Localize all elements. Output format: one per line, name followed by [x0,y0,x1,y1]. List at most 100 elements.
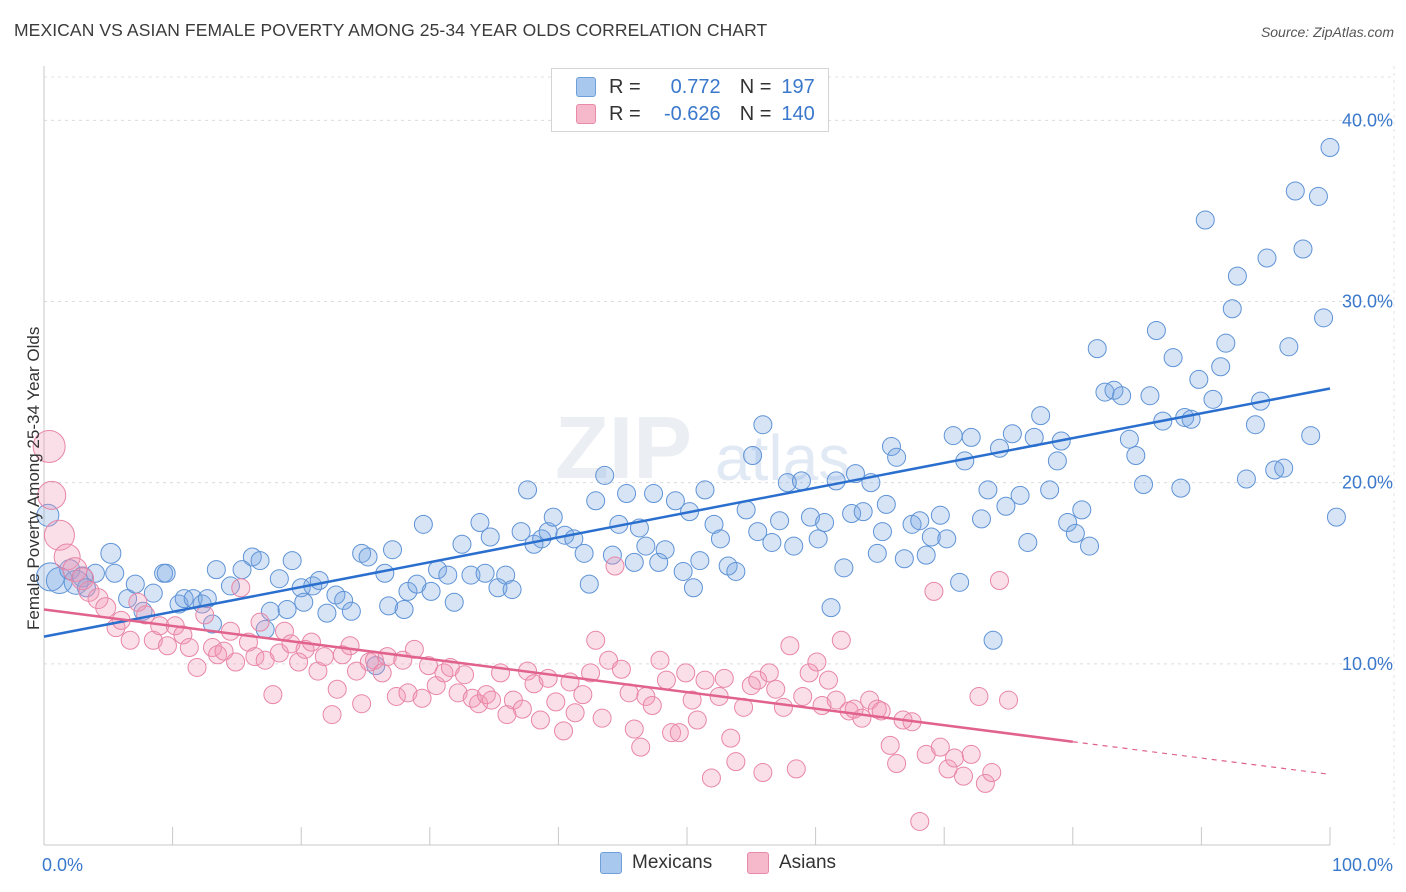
mexicans-point [574,543,594,563]
asians-point [695,670,715,690]
mexicans-trend-line [43,387,1331,638]
mexicans-point [143,583,163,603]
asians-point [226,652,246,672]
asians-point [372,663,392,683]
mexicans-point [710,529,730,549]
mexicans-point [673,561,693,581]
mexicans-point [1279,337,1299,357]
mexicans-point [665,491,685,511]
asians-point [682,690,702,710]
mexicans-point [125,574,145,594]
asians-point [793,686,813,706]
chart-title: MEXICAN VS ASIAN FEMALE POVERTY AMONG 25… [14,20,768,40]
asians-point [581,663,601,683]
mexicans-point [978,480,998,500]
asians-point [179,638,199,658]
mexicans-point [1126,446,1146,465]
asians-point [245,647,265,667]
asians-point [346,661,366,681]
correlation-legend: R = 0.772 N = 197 R = -0.626 N = 140 [551,68,829,132]
mexicans-point [379,596,399,616]
asians-point [352,694,372,714]
asians-point [799,663,819,683]
mexicans-point [595,465,615,485]
asians-points [32,429,1018,831]
asians-point [714,668,734,688]
mexicans-point [1112,386,1132,406]
asians-point [530,710,550,730]
legend-r-label: R = [609,102,641,125]
bottom-legend-label-mexicans: Mexicans [632,852,713,873]
mexicans-point [502,580,522,600]
mexicans-point [1320,138,1340,158]
mexicans-point [1040,480,1060,500]
mexicans-point [921,527,941,547]
asians-point [195,605,215,625]
mexicans-point [867,543,887,563]
asians-trend-line [43,608,1073,743]
asians-point [910,811,930,831]
mexicans-point [784,536,804,556]
mexicans-point [943,426,963,446]
asians-point [434,663,454,683]
mexicans-point [1087,339,1107,359]
mexicans-point [1189,369,1209,389]
mexicans-point [853,502,873,522]
asians-point [944,748,964,768]
mexicans-point [1134,474,1154,494]
mexicans-point [413,514,433,534]
asians-point [512,699,532,719]
asians-point [961,744,981,764]
mexicans-point [452,534,472,554]
mexicans-point [1072,500,1092,520]
asians-point [173,625,193,645]
mexicans-point [586,491,606,511]
mexicans-point [1236,469,1256,489]
asians-point [982,763,1002,783]
asians-point [187,657,207,677]
mexicans-point [1216,333,1236,353]
mexicans-point [753,415,773,435]
asians-point [780,636,800,656]
mexicans-point [910,511,930,531]
mexicans-point [518,480,538,500]
mexicans-point [636,536,656,556]
asians-point [656,670,676,690]
mexicans-point [1119,429,1139,449]
asians-point [62,557,88,583]
asians-point [701,768,721,788]
mexicans-point [317,603,337,623]
asians-point [143,630,163,650]
asians-point [524,674,544,694]
asians-point [721,728,741,748]
asians-point [573,685,593,705]
asians-point [340,636,360,656]
mexicans-point [876,494,896,514]
asians-point [611,659,631,679]
mexicans-point [461,565,481,585]
tick-labels: 10.0% 20.0% 30.0% 40.0% 0.0% 100.0% [42,110,1393,875]
mexicans-point [690,551,710,571]
mexicans-point [743,446,763,465]
mexicans-point [269,569,289,589]
asians-point [924,581,944,601]
mexicans-point [762,532,782,552]
legend-swatch-asians [576,104,596,124]
asians-point [314,647,334,667]
mexicans-point [983,630,1003,650]
mexicans-point [1047,451,1067,471]
asians-point [953,766,973,786]
mexicans-point [649,552,669,572]
watermark: ZIP [555,398,692,497]
asians-point [807,652,827,672]
mexicans-point [35,562,65,592]
mexicans-point [1308,186,1328,206]
asians-point [766,679,786,699]
mexicans-point [394,599,414,619]
mexicans-point [937,529,957,549]
mexicans-point [800,507,820,527]
mexicans-point [1285,181,1305,201]
legend-n-value: 197 [781,75,815,98]
mexicans-point [341,601,361,621]
